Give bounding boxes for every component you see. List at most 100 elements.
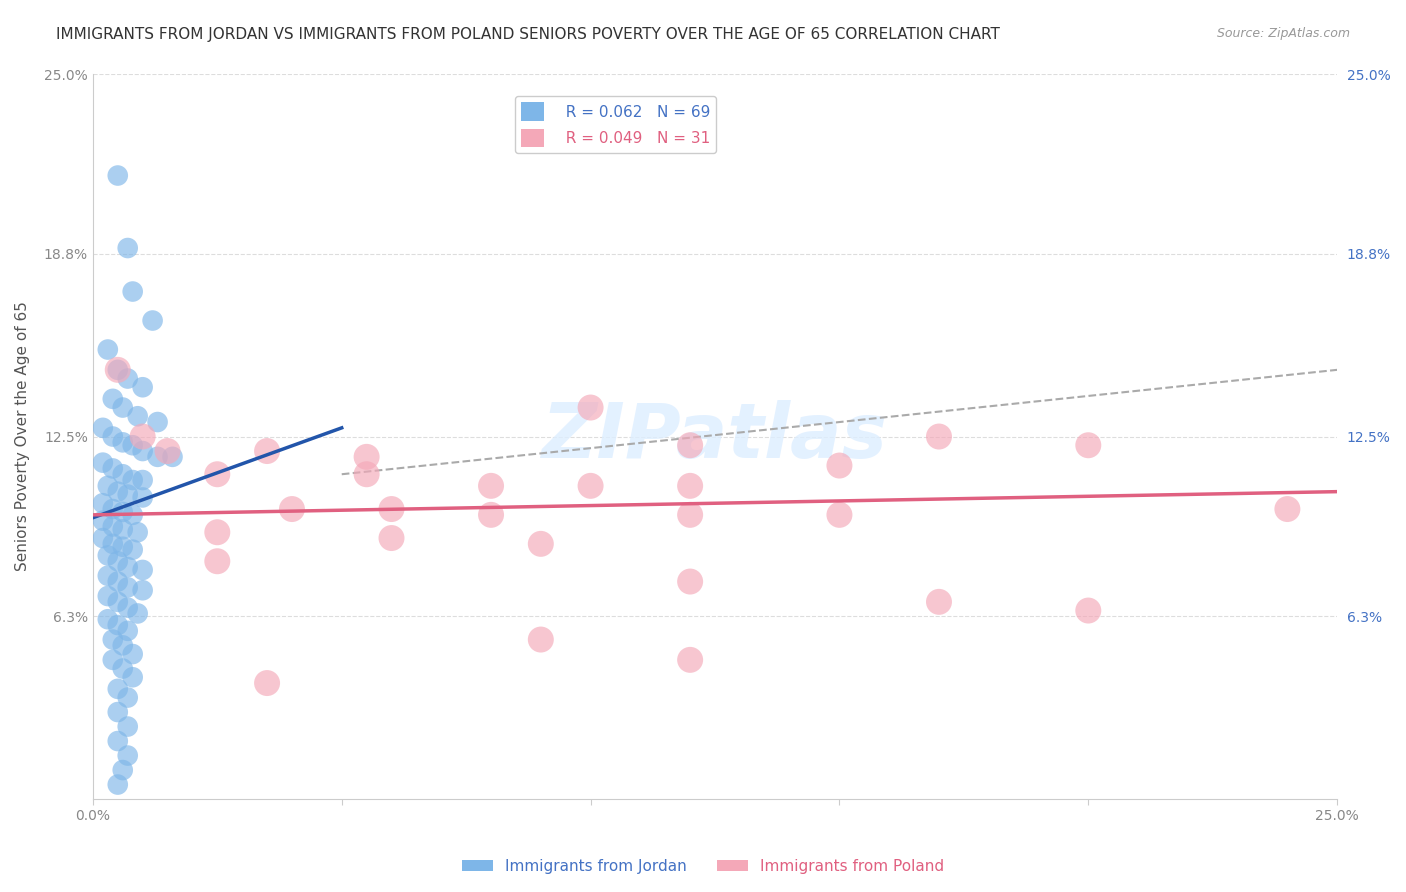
Point (356, 450, 378, 464)
Point (380, 531, 402, 545)
Point (127, 525, 149, 540)
Point (107, 618, 129, 632)
Point (479, 508, 502, 522)
Point (91, 496, 114, 510)
Point (117, 371, 139, 385)
Point (101, 461, 124, 475)
Point (579, 479, 602, 493)
Text: Source: ZipAtlas.com: Source: ZipAtlas.com (1216, 27, 1350, 40)
Legend: Immigrants from Jordan, Immigrants from Poland: Immigrants from Jordan, Immigrants from … (456, 853, 950, 880)
Point (97, 549, 120, 563)
Point (131, 583, 153, 598)
Point (928, 595, 950, 609)
Point (679, 653, 702, 667)
Point (117, 624, 139, 638)
Point (111, 638, 134, 652)
Point (111, 522, 134, 536)
Point (380, 502, 402, 516)
Point (131, 444, 153, 458)
Point (107, 363, 129, 377)
Legend:   R = 0.062   N = 69,   R = 0.049   N = 31: R = 0.062 N = 69, R = 0.049 N = 31 (515, 96, 716, 153)
Point (101, 429, 124, 443)
Point (111, 505, 134, 519)
Point (117, 600, 139, 615)
Point (107, 554, 129, 568)
Point (97, 612, 120, 626)
Point (111, 401, 134, 415)
Point (91, 421, 114, 435)
Point (107, 595, 129, 609)
Point (146, 415, 169, 429)
Point (117, 720, 139, 734)
Point (127, 409, 149, 424)
Point (162, 450, 184, 464)
Point (131, 429, 153, 443)
Point (156, 444, 179, 458)
Point (97, 568, 120, 582)
Point (131, 473, 153, 487)
Point (97, 589, 120, 603)
Point (91, 531, 114, 545)
Point (107, 574, 129, 589)
Point (928, 429, 950, 443)
Point (111, 540, 134, 554)
Point (679, 479, 702, 493)
Point (121, 285, 143, 299)
Point (111, 763, 134, 777)
Point (146, 450, 169, 464)
Point (142, 313, 165, 327)
Point (117, 580, 139, 594)
Point (107, 778, 129, 792)
Point (101, 632, 124, 647)
Point (101, 392, 124, 406)
Point (107, 681, 129, 696)
Point (107, 363, 129, 377)
Point (356, 467, 378, 482)
Point (679, 574, 702, 589)
Point (207, 525, 229, 540)
Point (256, 676, 278, 690)
Point (117, 748, 139, 763)
Text: IMMIGRANTS FROM JORDAN VS IMMIGRANTS FROM POLAND SENIORS POVERTY OVER THE AGE OF: IMMIGRANTS FROM JORDAN VS IMMIGRANTS FRO… (56, 27, 1000, 42)
Point (1277, 502, 1299, 516)
Point (131, 563, 153, 577)
Text: ZIPatlas: ZIPatlas (543, 400, 889, 474)
Point (828, 508, 851, 522)
Point (117, 241, 139, 255)
Point (1077, 603, 1099, 617)
Point (121, 438, 143, 452)
Point (530, 537, 553, 551)
Point (101, 653, 124, 667)
Point (117, 560, 139, 574)
Point (107, 484, 129, 499)
Point (207, 554, 229, 568)
Point (530, 632, 553, 647)
Point (679, 438, 702, 452)
Point (101, 519, 124, 533)
Point (127, 607, 149, 621)
Point (281, 502, 304, 516)
Point (131, 491, 153, 505)
Point (121, 542, 143, 557)
Point (121, 508, 143, 522)
Point (121, 473, 143, 487)
Y-axis label: Seniors Poverty Over the Age of 65: Seniors Poverty Over the Age of 65 (15, 301, 30, 572)
Point (111, 435, 134, 450)
Point (256, 444, 278, 458)
Point (679, 508, 702, 522)
Point (91, 456, 114, 470)
Point (111, 662, 134, 676)
Point (1077, 438, 1099, 452)
Point (828, 458, 851, 473)
Point (117, 487, 139, 501)
Point (107, 169, 129, 183)
Point (121, 647, 143, 661)
Point (101, 502, 124, 516)
Point (117, 690, 139, 705)
Point (101, 537, 124, 551)
Point (207, 467, 229, 482)
Point (111, 467, 134, 482)
Point (91, 514, 114, 528)
Point (97, 479, 120, 493)
Point (107, 705, 129, 719)
